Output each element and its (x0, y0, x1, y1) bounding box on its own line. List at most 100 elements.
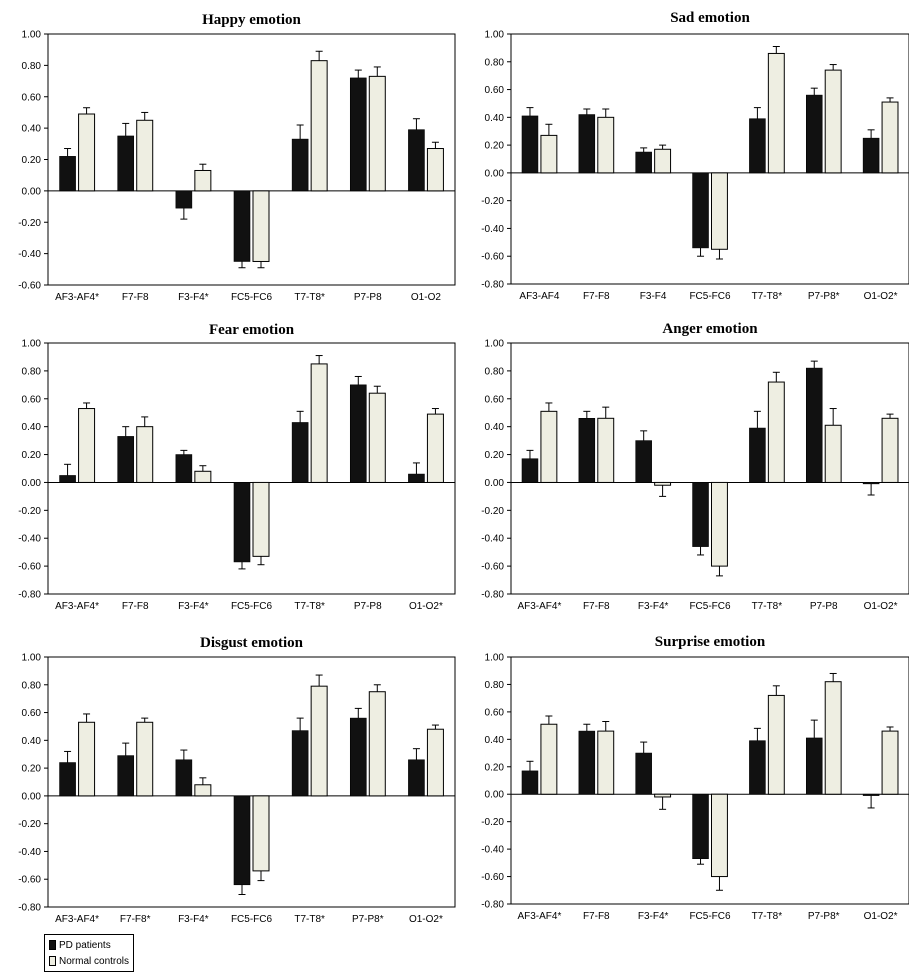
y-tick-label: -0.20 (481, 196, 504, 207)
bar-pd (408, 473, 425, 483)
y-tick-label: -0.20 (18, 506, 41, 517)
x-tick-label: AF3-AF4* (55, 914, 99, 925)
bar-pd (635, 151, 652, 174)
y-tick-label: 0.80 (22, 366, 42, 377)
y-tick-label: -0.40 (481, 224, 504, 235)
bar-nc (252, 190, 270, 262)
bar-nc (767, 694, 785, 795)
bar-pd (291, 138, 309, 192)
legend-item-nc: Normal controls (49, 953, 129, 969)
chart-title: Sad emotion (670, 10, 750, 26)
x-tick-label: F7-F8 (583, 911, 610, 922)
bar-pd (349, 77, 367, 192)
y-tick-label: 1.00 (485, 653, 505, 664)
y-tick-label: 0.00 (22, 478, 42, 489)
bar-pd (749, 427, 766, 483)
bar-nc (78, 721, 96, 797)
x-tick-label: T7-T8* (752, 911, 783, 922)
y-tick-label: -0.80 (481, 280, 504, 291)
bar-nc (597, 116, 615, 174)
x-tick-label: P7-P8 (354, 601, 382, 612)
bar-pd (521, 458, 539, 483)
bar-nc (711, 793, 728, 878)
y-tick-label: 0.60 (22, 394, 42, 405)
x-tick-label: F3-F4* (638, 911, 669, 922)
chart-title: Anger emotion (662, 321, 758, 337)
y-tick-label: 0.80 (22, 680, 42, 691)
x-tick-label: F7-F8 (122, 292, 149, 303)
bar-pd (175, 759, 193, 797)
x-tick-label: O1-O2* (409, 601, 443, 612)
bar-nc (881, 730, 899, 795)
bar-pd (635, 440, 652, 483)
bar-pd (233, 795, 251, 886)
y-tick-label: 0.00 (485, 168, 505, 179)
plot-frame (47, 656, 456, 908)
bar-pd (117, 135, 135, 192)
x-tick-label: O1-O2* (864, 291, 898, 302)
bar-pd (291, 730, 309, 797)
bar-nc (767, 381, 785, 483)
bar-pd (578, 114, 596, 174)
chart-panel-5: Disgust emotion 1.00 0.80 0.60 0.40 0.20 0.00 -… (18, 635, 456, 925)
y-tick-label: 0.40 (485, 422, 505, 433)
plot-frame (510, 656, 909, 905)
y-tick-label: 0.40 (485, 735, 505, 746)
bar-pd (862, 137, 880, 174)
y-tick-label: 0.00 (22, 791, 42, 802)
y-tick-label: 0.60 (485, 707, 505, 718)
bar-nc (368, 691, 386, 797)
legend-swatch-nc (49, 956, 56, 966)
bar-pd (117, 436, 135, 483)
chart-title: Happy emotion (202, 12, 301, 28)
y-tick-label: -0.40 (481, 534, 504, 545)
bar-nc (711, 481, 728, 567)
x-tick-label: FC5-FC6 (231, 601, 273, 612)
bar-nc (310, 685, 328, 797)
plot-frame (510, 342, 909, 595)
bar-pd (692, 172, 709, 249)
y-tick-label: 0.00 (22, 186, 42, 197)
chart-panel-3: Fear emotion 1.00 0.80 0.60 0.40 0.20 0.00 -0.2… (18, 322, 456, 612)
y-tick-label: -0.40 (18, 534, 41, 545)
y-tick-label: 0.00 (485, 790, 505, 801)
bar-pd (175, 454, 193, 483)
x-tick-label: F3-F4* (178, 601, 209, 612)
x-tick-label: AF3-AF4* (517, 911, 561, 922)
bar-nc (881, 101, 899, 174)
y-tick-label: -0.80 (18, 590, 41, 601)
bar-pd (805, 737, 823, 795)
x-tick-label: O1-O2* (864, 601, 898, 612)
y-tick-label: 1.00 (485, 30, 505, 41)
x-tick-label: T7-T8* (752, 601, 783, 612)
bar-pd (862, 482, 880, 485)
chart-title: Disgust emotion (200, 635, 304, 651)
x-tick-label: F3-F4 (640, 291, 667, 302)
bar-nc (310, 363, 328, 483)
x-tick-label: T7-T8* (752, 291, 783, 302)
y-tick-label: -0.60 (481, 872, 504, 883)
bar-nc (194, 169, 212, 192)
bar-pd (578, 417, 596, 483)
y-tick-label: 0.00 (485, 478, 505, 489)
y-tick-label: 0.20 (485, 450, 505, 461)
y-tick-label: 1.00 (22, 30, 42, 41)
y-tick-label: -0.40 (481, 845, 504, 856)
x-tick-label: O1-O2 (411, 292, 441, 303)
y-tick-label: 0.60 (22, 708, 42, 719)
bar-nc (597, 730, 615, 795)
bar-pd (291, 422, 309, 483)
legend: PD patients Normal controls (44, 934, 135, 972)
bar-pd (59, 762, 76, 797)
bar-nc (426, 413, 444, 483)
y-tick-label: -0.60 (18, 875, 41, 886)
bar-nc (368, 75, 386, 192)
bar-pd (692, 793, 709, 860)
chart-panel-1: Happy emotion 1.00 0.80 0.60 0.40 0.20 0.00 -0.… (18, 12, 456, 303)
y-tick-label: 0.40 (22, 124, 42, 135)
bar-nc (136, 426, 154, 483)
bar-pd (805, 367, 823, 483)
bar-pd (59, 156, 76, 192)
chart-panel-4: Anger emotion 1.00 0.80 0.60 0.40 0.20 0.00 -0.… (481, 321, 909, 612)
